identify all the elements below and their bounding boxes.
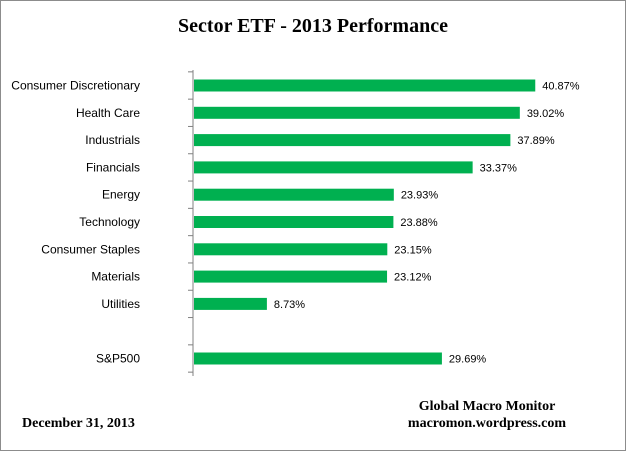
data-label: 8.73% <box>274 299 305 311</box>
bar <box>194 79 536 92</box>
data-label: 33.37% <box>480 162 518 174</box>
data-label: 37.89% <box>517 135 555 147</box>
footer-source-name: Global Macro Monitor <box>419 399 556 414</box>
category-label: Consumer Discretionary <box>11 79 140 93</box>
category-label: Industrials <box>85 133 140 147</box>
bar <box>194 270 388 283</box>
data-label: 23.88% <box>400 217 438 229</box>
bar <box>194 297 267 310</box>
category-label: Technology <box>79 215 140 229</box>
bar <box>194 134 511 147</box>
data-label: 23.15% <box>394 244 432 256</box>
category-label: Health Care <box>76 106 140 120</box>
data-label: 39.02% <box>527 108 565 120</box>
category-label: Materials <box>91 270 140 284</box>
bar <box>194 243 388 256</box>
category-label: Financials <box>86 160 140 174</box>
category-label: Utilities <box>101 297 140 311</box>
bar <box>194 188 394 201</box>
bar <box>194 216 394 228</box>
category-label: Energy <box>102 188 140 202</box>
category-label: Consumer Staples <box>41 242 140 256</box>
data-label: 23.12% <box>394 272 432 284</box>
footer-source-url: macromon.wordpress.com <box>408 416 566 431</box>
data-label: 29.69% <box>449 354 487 366</box>
data-label: 40.87% <box>542 81 580 93</box>
plot-area: Consumer Discretionary 40.87% Health Care 3… <box>11 70 580 376</box>
bar <box>194 352 442 365</box>
bar <box>194 106 520 119</box>
bar <box>194 161 473 174</box>
category-label: S&P500 <box>96 352 140 366</box>
data-label: 23.93% <box>401 190 439 202</box>
footer-date: December 31, 2013 <box>22 416 135 431</box>
chart-title: Sector ETF - 2013 Performance <box>178 15 448 37</box>
